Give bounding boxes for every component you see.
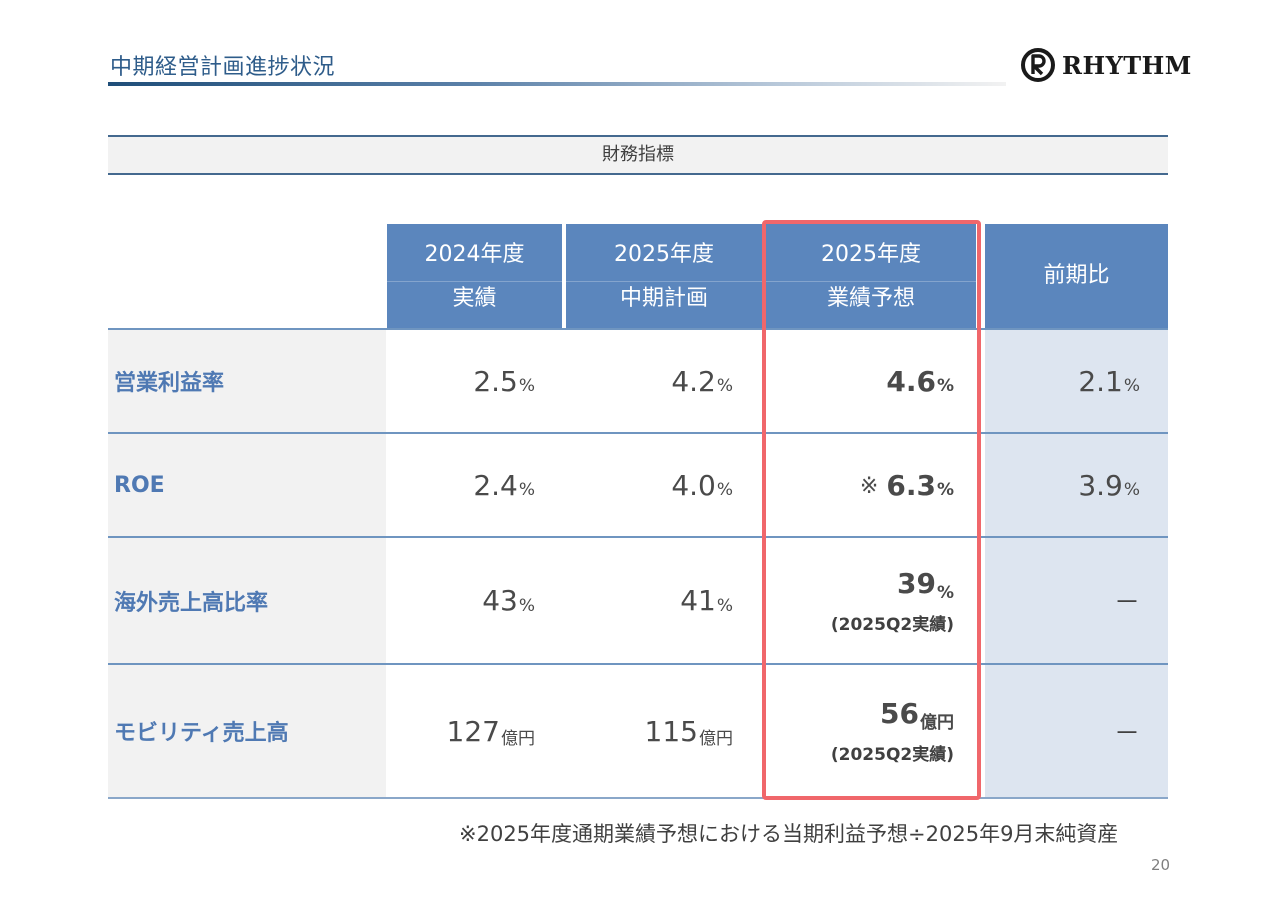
cell-unit: 億円 [699,728,733,749]
cell-subnote: (2025Q2実績) [830,745,954,765]
column-header-line2: 業績予想 [826,286,915,311]
cell-unit: 億円 [920,713,954,733]
cell-unit: % [936,376,954,396]
footnote-mark: ※ [859,473,879,499]
column-header-line1: 2025年度 [614,242,714,267]
cell-value: 3.9 [1078,468,1123,502]
compare-column-bg [985,665,1168,797]
cell-plan-overseas-ratio: 41% [566,538,733,663]
cell-value: 2.5 [473,364,518,398]
column-header-2025-plan: 2025年度 中期計画 [566,224,762,328]
cell-unit: % [518,480,535,500]
cell-yoy-operating-margin: 2.1% [985,330,1140,432]
header-divider [566,281,762,282]
section-banner: 財務指標 [108,135,1168,175]
cell-value: 41 [680,584,716,617]
cell-forecast-mobility-sales: 56億円 (2025Q2実績) [766,665,954,797]
cell-2024-operating-margin: 2.5% [387,330,535,432]
cell-2024-overseas-ratio: 43% [387,538,535,663]
rhythm-logo-icon [1021,48,1055,82]
forecast-highlight-frame [762,220,981,800]
company-logo: RHYTHM [1020,46,1192,84]
cell-value: 4.0 [671,468,716,502]
cell-yoy-overseas-ratio: － [985,538,1140,663]
cell-2024-roe: 2.4% [387,434,535,536]
cell-value: 115 [644,714,698,748]
cell-unit: % [716,480,733,500]
cell-2024-mobility-sales: 127 億円 [387,665,535,797]
cell-unit: 億円 [501,728,535,749]
cell-unit: % [518,376,535,396]
cell-value: 39 [896,566,936,600]
cell-value: 127 [446,714,500,748]
cell-value: 56 [880,697,919,730]
cell-value: 43 [482,584,518,617]
cell-value: 2.1 [1078,364,1123,398]
row-label-overseas-sales-ratio: 海外売上高比率 [108,538,386,663]
cell-forecast-overseas-ratio: 39% (2025Q2実績) [766,538,954,663]
cell-value: 6.3 [886,468,936,502]
row-divider [108,536,1168,538]
cell-unit: % [518,595,535,616]
cell-unit: % [1123,480,1140,500]
cell-main: 39% [896,566,954,603]
cell-unit: % [716,595,733,616]
cell-yoy-roe: 3.9% [985,434,1140,536]
column-header-line2: 中期計画 [619,286,708,311]
compare-column-bg [985,538,1168,663]
header-divider [387,281,562,282]
title-underline [108,82,1006,86]
row-divider [108,663,1168,665]
column-header-2025-forecast: 2025年度 業績予想 [766,224,976,328]
cell-subnote: (2025Q2実績) [830,614,954,635]
cell-unit: % [936,480,954,500]
cell-forecast-operating-margin: 4.6% [766,330,954,432]
row-label-operating-margin: 営業利益率 [108,330,386,432]
compare-column-bg [985,330,1168,432]
cell-value: 4.2 [671,364,716,398]
page-title: 中期経営計画進捗状況 [110,55,336,80]
row-divider [108,432,1168,434]
cell-yoy-mobility-sales: － [985,665,1140,797]
column-header-yoy: 前期比 [985,224,1168,328]
column-header-line1: 前期比 [1043,263,1110,288]
cell-unit: % [1123,376,1140,396]
column-header-2024-actual: 2024年度 実績 [387,224,562,328]
header-divider [766,281,976,282]
page-number: 20 [1151,856,1171,874]
row-label-roe: ROE [108,434,386,536]
column-header-line1: 2024年度 [424,242,525,267]
cell-unit: % [936,582,954,603]
table-bottom-rule [108,797,1168,799]
cell-value: 4.6 [886,364,936,398]
compare-column-bg [985,434,1168,536]
cell-value: － [1113,718,1140,749]
cell-value: － [1113,588,1140,618]
row-divider [108,328,1168,330]
cell-main: 56億円 [880,697,954,733]
cell-plan-roe: 4.0% [566,434,733,536]
logo-text: RHYTHM [1062,50,1192,80]
column-header-line1: 2025年度 [821,242,921,267]
cell-unit: % [716,376,733,396]
column-header-line2: 実績 [452,286,497,311]
row-label-mobility-sales: モビリティ売上高 [108,665,386,797]
cell-forecast-roe: ※ 6.3% [766,434,954,536]
cell-value: 2.4 [473,468,518,502]
cell-plan-mobility-sales: 115 億円 [566,665,733,797]
footnote: ※2025年度通期業績予想における当期利益予想÷2025年9月末純資産 [459,822,1119,846]
cell-plan-operating-margin: 4.2% [566,330,733,432]
